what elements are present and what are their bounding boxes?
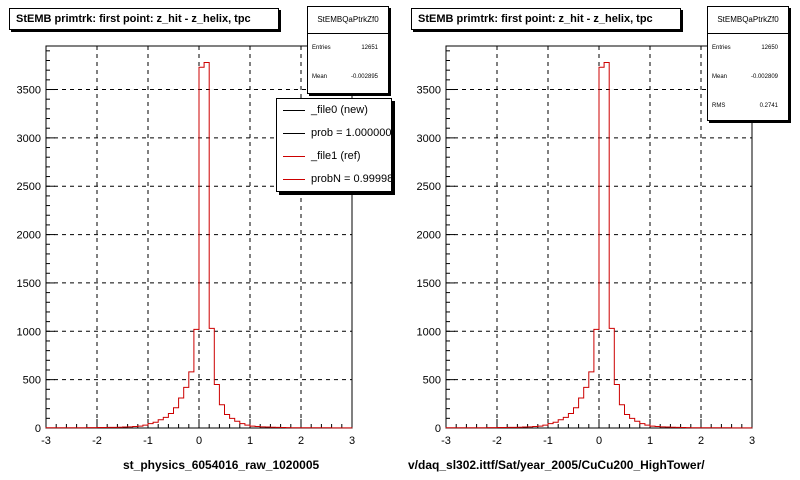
right-y-tick-label: 0 [435,423,441,435]
right-stats-mean-label: Mean [712,74,728,80]
left-x-tick-label: -2 [92,435,102,447]
right-x-tick-label: -3 [441,435,451,447]
right-stats-box: StEMBQaPtrkZf0 Entries 12650 Mean -0.002… [707,6,789,121]
left-stats-mean-label: Mean [312,74,328,80]
left-x-tick-label: -1 [143,435,153,447]
right-histogram-title: StEMB primtrk: first point: z_hit - z_he… [411,8,681,30]
legend-label-file1: _file1 (ref) [311,150,361,162]
legend-line-probn [283,179,305,180]
left-legend: _file0 (new) prob = 1.000000 _file1 (ref… [276,98,392,192]
right-x-tick-label: -1 [543,435,553,447]
left-histogram-title: StEMB primtrk: first point: z_hit - z_he… [9,8,279,30]
left-stats-entries-value: 12651 [361,45,378,51]
left-y-tick-label: 2500 [17,181,41,193]
legend-entry-file1: _file1 (ref) [277,145,391,168]
left-x-tick-label: 2 [298,435,304,447]
left-x-tick-label: -3 [41,435,51,447]
legend-label-prob: prob = 1.000000 [311,127,392,139]
legend-line-prob [283,133,305,134]
left-y-tick-label: 2000 [17,230,41,242]
legend-entry-probn: probN = 0.999983 [277,168,391,191]
right-stats-rms-value: 0.2741 [759,103,778,109]
legend-label-file0: _file0 (new) [311,104,368,116]
right-stats-entries-value: 12650 [761,45,778,51]
right-plot: 0 500 1000 1500 2000 2500 3000 3500 -3 -2 -1 0 1 2 3 [417,45,755,447]
left-stats-entries-label: Entries [312,45,331,51]
right-y-tick-label: 1000 [417,326,441,338]
left-x-tick-label: 0 [196,435,202,447]
legend-entry-prob: prob = 1.000000 [277,122,391,145]
legend-label-probn: probN = 0.999983 [311,173,392,185]
legend-entry-file0: _file0 (new) [277,99,391,122]
left-stats-entries-row: Entries 12651 [308,34,388,63]
left-histogram-series [45,61,353,429]
right-x-tick-label: 0 [596,435,602,447]
right-stats-mean-row: Mean -0.002809 [708,63,788,92]
right-y-tick-label: 2500 [417,181,441,193]
left-y-tick-label: 1500 [17,278,41,290]
left-x-tick-label: 1 [247,435,253,447]
right-stats-entries-label: Entries [712,45,731,51]
right-x-tick-label: 1 [647,435,653,447]
left-stats-mean-row: Mean -0.002895 [308,63,388,92]
left-y-tick-label: 0 [35,423,41,435]
right-x-axis-label: v/daq_sl302.ittf/Sat/year_2005/CuCu200_H… [408,458,705,472]
right-y-tick-label: 1500 [417,278,441,290]
right-x-tick-label: 3 [749,435,755,447]
left-stats-mean-value: -0.002895 [350,74,378,80]
right-stats-rms-label: RMS [712,103,726,109]
left-y-tick-label: 500 [23,375,41,387]
right-histogram-series [445,61,753,429]
right-y-tick-label: 3500 [417,85,441,97]
left-x-axis-label: st_physics_6054016_raw_1020005 [123,458,320,472]
left-stats-title: StEMBQaPtrkZf0 [308,7,388,34]
legend-line-file1 [283,156,305,157]
right-x-tick-label: 2 [698,435,704,447]
left-stats-box: StEMBQaPtrkZf0 Entries 12651 Mean -0.002… [307,6,389,94]
right-y-tick-label: 2000 [417,230,441,242]
right-stats-entries-row: Entries 12650 [708,34,788,63]
left-y-tick-label: 3500 [17,85,41,97]
right-stats-rms-row: RMS 0.2741 [708,92,788,121]
right-y-tick-label: 3000 [417,133,441,145]
right-y-tick-label: 500 [423,375,441,387]
legend-line-file0 [283,110,305,111]
right-stats-title: StEMBQaPtrkZf0 [708,7,788,34]
left-y-tick-label: 1000 [17,326,41,338]
right-stats-mean-value: -0.002809 [750,74,778,80]
right-x-tick-label: -2 [492,435,502,447]
left-x-tick-label: 3 [349,435,355,447]
left-y-tick-label: 3000 [17,133,41,145]
